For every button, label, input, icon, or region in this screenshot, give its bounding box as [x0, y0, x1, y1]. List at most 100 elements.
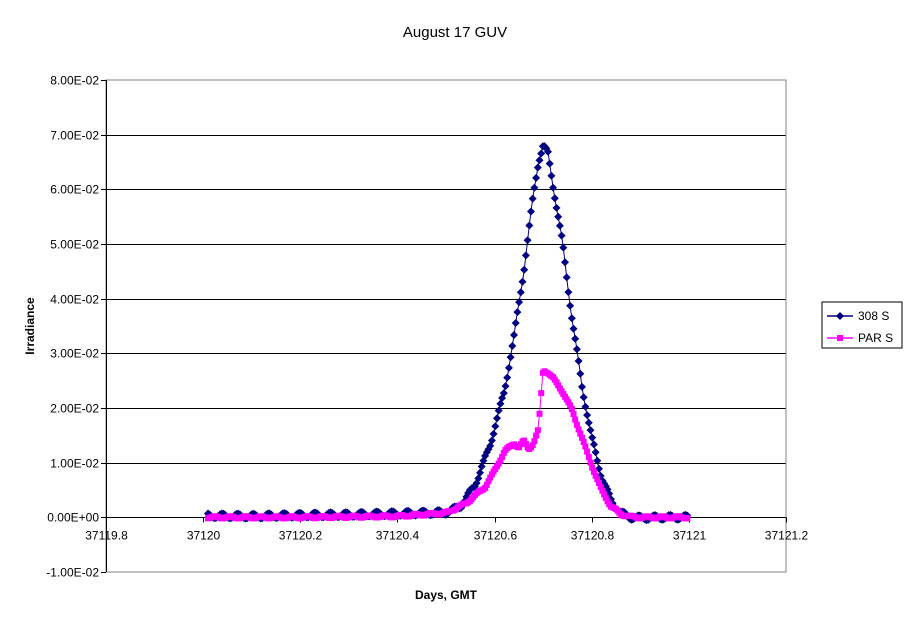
x-tick-label: 37120.4: [376, 529, 420, 543]
data-point-308-s: [510, 331, 518, 339]
data-point-308-s: [588, 433, 597, 442]
y-axis-title: Irradiance: [23, 297, 37, 355]
data-point-par-s: [521, 437, 528, 444]
data-point-308-s: [564, 288, 573, 297]
data-point-308-s: [523, 236, 532, 245]
data-point-308-s: [544, 147, 552, 156]
legend-label-par-s: PAR S: [858, 331, 893, 345]
data-point-par-s: [570, 411, 577, 418]
y-tick-label: 5.00E-02: [50, 238, 99, 252]
data-point-par-s: [582, 443, 589, 450]
x-tick-label: 37120: [187, 529, 221, 543]
data-point-308-s: [493, 414, 501, 423]
data-point-par-s: [531, 438, 538, 445]
data-point-par-s: [529, 442, 536, 449]
data-point-par-s: [585, 454, 592, 461]
data-point-308-s: [571, 334, 580, 343]
data-point-par-s: [580, 439, 587, 445]
data-point-par-s: [592, 472, 599, 479]
axes: -1.00E-02 0.00E+00 1.00E-02 2.00E-02 3.00E-0…: [46, 74, 808, 580]
data-point-308-s: [528, 194, 537, 203]
data-point-308-s: [586, 426, 595, 435]
data-point-par-s: [601, 491, 608, 498]
y-tick-label: 2.00E-02: [50, 402, 99, 416]
data-point-308-s: [554, 212, 563, 221]
series-layer: [204, 142, 692, 525]
data-point-par-s: [534, 427, 541, 434]
data-point-308-s: [559, 243, 568, 252]
data-point-308-s: [508, 342, 517, 350]
data-point-308-s: [499, 389, 508, 398]
x-tick-label: 37119.8: [85, 529, 128, 543]
series-line-308-s: [207, 145, 688, 521]
data-point-308-s: [545, 159, 554, 168]
data-point-308-s: [547, 171, 556, 180]
data-point-par-s: [482, 484, 489, 491]
data-point-308-s: [591, 448, 600, 457]
data-point-308-s: [513, 308, 522, 317]
series-308-s: [204, 142, 692, 525]
data-point-par-s: [497, 457, 504, 464]
data-point-308-s: [489, 429, 498, 438]
data-point-par-s: [573, 421, 580, 428]
y-tick-label: 3.00E-02: [50, 347, 99, 361]
data-point-par-s: [485, 478, 492, 485]
data-point-308-s: [477, 462, 486, 471]
data-point-308-s: [527, 207, 535, 216]
data-point-par-s: [587, 459, 594, 466]
data-point-308-s: [518, 277, 527, 286]
y-tick-label: 4.00E-02: [50, 293, 99, 307]
data-point-308-s: [511, 319, 520, 327]
data-point-par-s: [538, 390, 545, 397]
data-point-308-s: [576, 369, 585, 378]
data-point-308-s: [557, 231, 566, 240]
data-point-308-s: [581, 402, 590, 411]
plot-area-border: [105, 79, 787, 573]
x-tick-label: 37120.6: [474, 529, 518, 543]
data-point-308-s: [569, 324, 578, 333]
data-point-308-s: [574, 357, 583, 365]
data-point-308-s: [503, 373, 512, 382]
data-point-par-s: [577, 430, 584, 437]
data-point-308-s: [506, 353, 515, 362]
data-point-par-s: [590, 468, 597, 475]
data-point-par-s: [575, 426, 582, 433]
data-point-par-s: [567, 402, 574, 409]
data-point-par-s: [483, 481, 490, 488]
y-tick-label: 0.00E+00: [47, 511, 99, 525]
data-point-par-s: [555, 382, 562, 389]
data-point-par-s: [597, 484, 604, 491]
data-point-par-s: [536, 410, 543, 417]
y-tick-label: 6.00E-02: [50, 183, 99, 197]
data-point-par-s: [572, 416, 579, 423]
chart-title: August 17 GUV: [403, 24, 507, 41]
legend-label-308-s: 308 S: [858, 309, 889, 323]
data-point-par-s: [522, 440, 529, 447]
data-point-par-s: [596, 480, 602, 486]
data-point-308-s: [549, 183, 558, 192]
data-point-308-s: [562, 273, 571, 282]
data-point-par-s: [684, 515, 691, 522]
data-point-308-s: [537, 149, 546, 158]
legend-marker-308-s: [836, 312, 844, 320]
data-point-308-s: [515, 298, 524, 307]
data-point-par-s: [487, 474, 494, 481]
grid: [106, 135, 786, 518]
data-point-308-s: [520, 265, 529, 274]
data-point-308-s: [589, 440, 598, 449]
data-point-308-s: [533, 163, 542, 172]
data-point-308-s: [552, 203, 561, 212]
data-point-308-s: [491, 422, 500, 431]
data-point-308-s: [595, 464, 603, 473]
legend-marker-par-s: [837, 335, 843, 341]
data-point-308-s: [584, 418, 593, 427]
data-point-308-s: [593, 456, 602, 465]
data-point-308-s: [566, 301, 575, 310]
data-point-308-s: [504, 363, 513, 372]
data-point-par-s: [565, 399, 572, 406]
data-point-par-s: [589, 464, 596, 471]
data-point-308-s: [578, 382, 586, 391]
data-point-308-s: [476, 468, 484, 477]
x-axis-title: Days, GMT: [415, 588, 478, 602]
